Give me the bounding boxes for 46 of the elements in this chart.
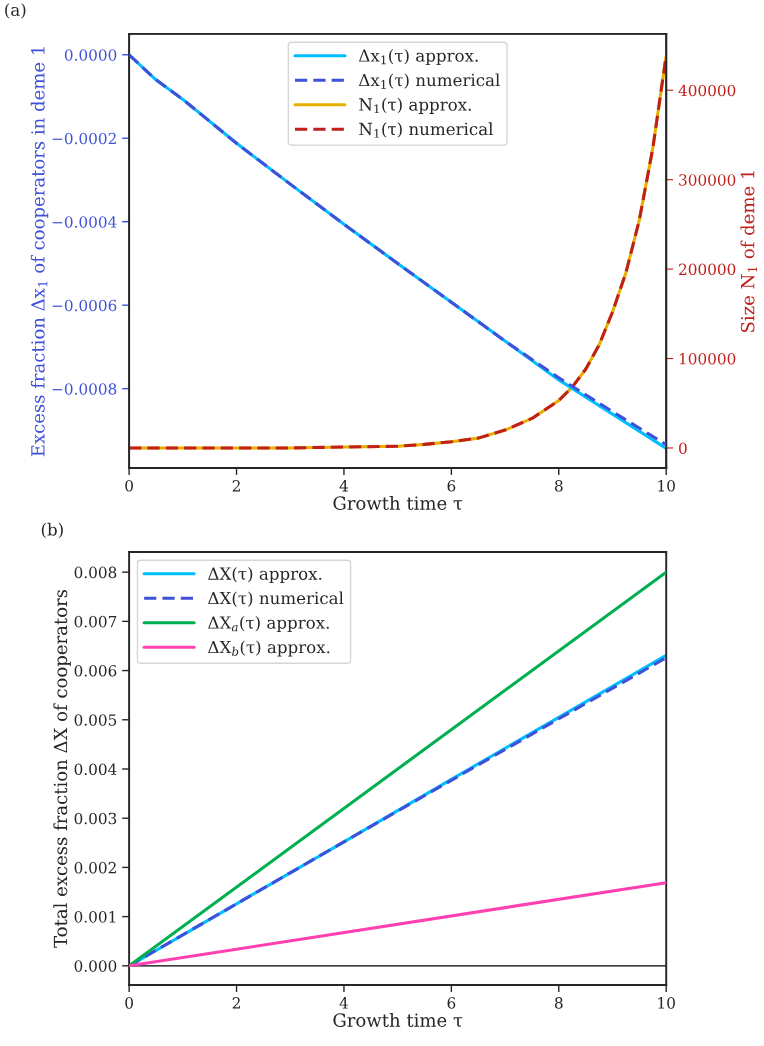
legend-label: ΔX$_{a}$(τ) approx. [208,615,329,633]
x-tick-label: 4 [339,480,349,492]
y-tick-label: 0.002 [74,861,116,874]
x-axis-title: Growth time τ [333,1013,463,1027]
legend-label: ΔX(τ) numerical [208,591,344,607]
y-tick-label: 0.008 [74,566,117,579]
legend-label: Δx$_{1}$(τ) approx. [358,48,478,66]
y2-tick-label: 100000 [679,352,736,365]
legend-label: N$_{1}$(τ) numerical [359,122,493,138]
y-tick-label: 0.0000 [64,49,117,61]
legend-label: ΔX$_{b}$(τ) approx. [208,640,330,657]
x-tick-label: 8 [554,997,563,1009]
text: (a) [5,3,26,19]
y-tick-label: 0.001 [74,911,116,923]
x-tick-label: 10 [658,997,675,1009]
x-tick-label: 2 [232,480,240,492]
x-tick-label: 4 [339,997,349,1009]
x-axis-title: Growth time τ [333,495,463,510]
x-tick-label: 0 [125,480,133,492]
y2-tick-label: 200000 [679,263,736,276]
legend-label: ΔX(τ) approx. [208,566,322,584]
y-tick-label: 0.007 [74,615,117,628]
legend-label: N$_{1}$(τ) approx. [359,97,471,114]
x-tick-label: 0 [125,997,133,1009]
y2-axis-title: Size N$_{1}$ of deme 1 [740,171,758,332]
y-tick-label: −0.0008 [52,383,117,395]
text: (b) [41,522,63,539]
y2-tick-label: 0 [679,442,687,454]
y-tick-label: −0.0002 [52,132,116,145]
y-axis-title: Total excess fraction ΔX of cooperators [53,589,71,948]
x-tick-label: 6 [447,997,456,1009]
y-axis-title: Excess fraction Δx$_{1}$ of cooperators in deme 1 [30,47,49,457]
x-tick-label: 10 [658,480,675,492]
y-tick-label: −0.0004 [52,216,117,228]
y-tick-label: 0.006 [74,665,117,677]
y-tick-label: 0.004 [74,763,117,776]
x-tick-label: 2 [232,997,240,1009]
y-tick-label: −0.0006 [52,299,117,312]
y-tick-label: 0.000 [74,960,117,972]
y-tick-label: 0.003 [74,812,117,825]
legend-label: Δx$_{1}$(τ) numerical [358,73,500,89]
y2-tick-label: 400000 [678,84,736,97]
x-tick-label: 6 [447,480,456,492]
x-tick-label: 8 [554,480,563,492]
y-tick-label: 0.005 [74,714,117,726]
y2-tick-label: 300000 [679,174,736,186]
